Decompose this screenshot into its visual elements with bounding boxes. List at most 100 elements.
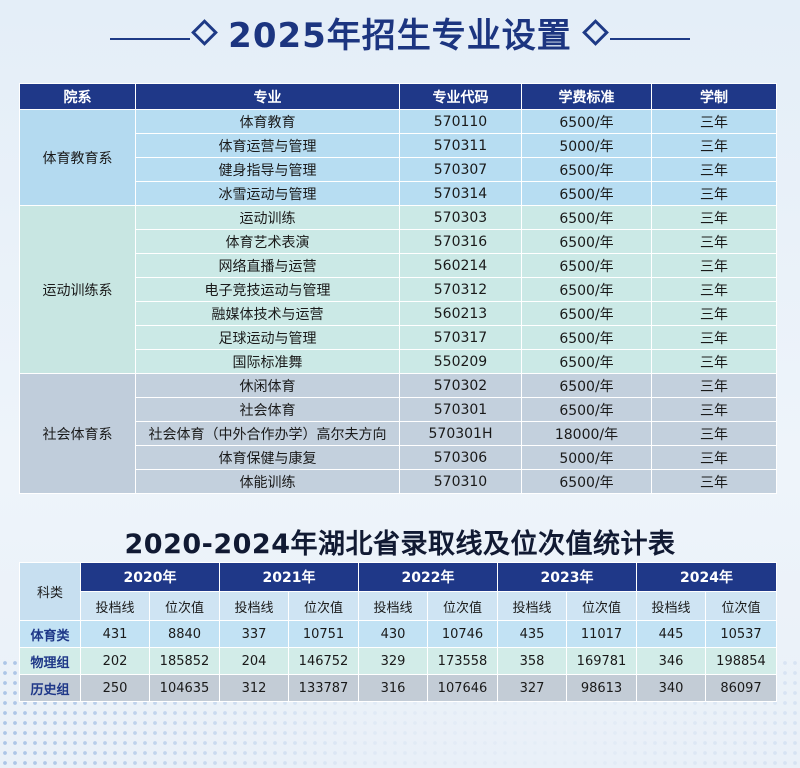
code-cell: 560213 bbox=[399, 301, 522, 326]
score-line-cell: 327 bbox=[497, 674, 567, 702]
header-year: 2020年 bbox=[80, 562, 220, 592]
department-cell: 社会体育系 bbox=[19, 373, 136, 494]
header-category: 科类 bbox=[19, 562, 81, 621]
header-rank: 位次值 bbox=[566, 591, 637, 621]
header-year: 2022年 bbox=[358, 562, 498, 592]
rank-cell: 198854 bbox=[705, 647, 777, 675]
major-cell: 国际标准舞 bbox=[135, 349, 400, 374]
category-cell: 物理组 bbox=[19, 647, 81, 675]
score-line-cell: 337 bbox=[219, 620, 289, 648]
major-cell: 体育教育 bbox=[135, 109, 400, 134]
code-cell: 560214 bbox=[399, 253, 522, 278]
years-cell: 三年 bbox=[651, 229, 777, 254]
major-cell: 网络直播与运营 bbox=[135, 253, 400, 278]
title-rule-left bbox=[110, 38, 190, 40]
score-line-cell: 312 bbox=[219, 674, 289, 702]
years-cell: 三年 bbox=[651, 397, 777, 422]
table-row: 健身指导与管理 570307 6500/年 三年 bbox=[20, 157, 777, 182]
score-line-cell: 430 bbox=[358, 620, 428, 648]
table-row: 社会体育 570301 6500/年 三年 bbox=[20, 397, 777, 422]
fee-cell: 6500/年 bbox=[521, 181, 652, 206]
score-line-cell: 340 bbox=[636, 674, 706, 702]
code-cell: 570312 bbox=[399, 277, 522, 302]
score-line-cell: 250 bbox=[80, 674, 150, 702]
years-cell: 三年 bbox=[651, 109, 777, 134]
rank-cell: 107646 bbox=[427, 674, 498, 702]
table-row: 体育类 431 8840 337 10751 430 10746 435 11017 445 105… bbox=[19, 620, 777, 648]
table-row: 历史组 250 104635 312 133787 316 107646 327 98613 34… bbox=[19, 674, 777, 702]
header-score-line: 投档线 bbox=[219, 591, 289, 621]
rank-cell: 10537 bbox=[705, 620, 777, 648]
code-cell: 570310 bbox=[399, 469, 522, 494]
header-year: 2024年 bbox=[636, 562, 777, 592]
majors-body: 体育教育系 体育教育 570110 6500/年 三年 体育运营与管理 570311 5000… bbox=[19, 109, 777, 494]
page-title: 2025年招生专业设置 bbox=[228, 15, 572, 56]
table-row: 运动训练系 运动训练 570303 6500/年 三年 bbox=[19, 205, 777, 374]
header-score-line: 投档线 bbox=[636, 591, 706, 621]
rank-cell: 104635 bbox=[149, 674, 220, 702]
fee-cell: 6500/年 bbox=[521, 157, 652, 182]
scores-subheader-row: 投档线 位次值 投档线 位次值 投档线 位次值 投档线 位次值 投档线 位次值 bbox=[20, 591, 777, 621]
years-cell: 三年 bbox=[651, 157, 777, 182]
rank-cell: 10746 bbox=[427, 620, 498, 648]
table-row: 足球运动与管理 570317 6500/年 三年 bbox=[20, 325, 777, 350]
years-cell: 三年 bbox=[651, 133, 777, 158]
header-major: 专业 bbox=[135, 83, 400, 110]
rank-cell: 86097 bbox=[705, 674, 777, 702]
years-cell: 三年 bbox=[651, 349, 777, 374]
fee-cell: 6500/年 bbox=[521, 253, 652, 278]
years-cell: 三年 bbox=[651, 205, 777, 230]
years-cell: 三年 bbox=[651, 469, 777, 494]
fee-cell: 6500/年 bbox=[521, 349, 652, 374]
diamond-icon-left bbox=[191, 18, 219, 46]
score-line-cell: 202 bbox=[80, 647, 150, 675]
major-cell: 体能训练 bbox=[135, 469, 400, 494]
fee-cell: 6500/年 bbox=[521, 325, 652, 350]
rank-cell: 173558 bbox=[427, 647, 498, 675]
major-cell: 体育运营与管理 bbox=[135, 133, 400, 158]
years-cell: 三年 bbox=[651, 445, 777, 470]
header-rank: 位次值 bbox=[288, 591, 359, 621]
table-row: 社会体育（中外合作办学）高尔夫方向 570301H 18000/年 三年 bbox=[20, 421, 777, 446]
scores-year-row: 科类 2020年 2021年 2022年 2023年 2024年 bbox=[19, 562, 777, 621]
table-row: 体育艺术表演 570316 6500/年 三年 bbox=[20, 229, 777, 254]
header-rank: 位次值 bbox=[427, 591, 498, 621]
fee-cell: 6500/年 bbox=[521, 397, 652, 422]
title-rule-right bbox=[610, 38, 690, 40]
major-cell: 体育保健与康复 bbox=[135, 445, 400, 470]
rank-cell: 10751 bbox=[288, 620, 359, 648]
major-cell: 社会体育（中外合作办学）高尔夫方向 bbox=[135, 421, 400, 446]
code-cell: 570302 bbox=[399, 373, 522, 398]
department-cell: 运动训练系 bbox=[19, 205, 136, 374]
score-line-cell: 204 bbox=[219, 647, 289, 675]
fee-cell: 18000/年 bbox=[521, 421, 652, 446]
header-score-line: 投档线 bbox=[80, 591, 150, 621]
department-cell: 体育教育系 bbox=[19, 109, 136, 206]
code-cell: 570303 bbox=[399, 205, 522, 230]
major-cell: 电子竞技运动与管理 bbox=[135, 277, 400, 302]
table-row: 体育教育系 体育教育 570110 6500/年 三年 bbox=[19, 109, 777, 206]
rank-cell: 169781 bbox=[566, 647, 637, 675]
rank-cell: 185852 bbox=[149, 647, 220, 675]
fee-cell: 6500/年 bbox=[521, 301, 652, 326]
fee-cell: 6500/年 bbox=[521, 277, 652, 302]
score-line-cell: 435 bbox=[497, 620, 567, 648]
major-cell: 社会体育 bbox=[135, 397, 400, 422]
major-cell: 运动训练 bbox=[135, 205, 400, 230]
fee-cell: 5000/年 bbox=[521, 445, 652, 470]
code-cell: 570311 bbox=[399, 133, 522, 158]
years-cell: 三年 bbox=[651, 301, 777, 326]
header-year: 2021年 bbox=[219, 562, 359, 592]
page-header: 2025年招生专业设置 bbox=[0, 8, 800, 56]
table-row: 体育运营与管理 570311 5000/年 三年 bbox=[20, 133, 777, 158]
major-cell: 体育艺术表演 bbox=[135, 229, 400, 254]
major-cell: 足球运动与管理 bbox=[135, 325, 400, 350]
table-row: 冰雪运动与管理 570314 6500/年 三年 bbox=[20, 181, 777, 206]
header-department: 院系 bbox=[19, 83, 136, 110]
header-years: 学制 bbox=[651, 83, 777, 110]
category-cell: 体育类 bbox=[19, 620, 81, 648]
score-line-cell: 445 bbox=[636, 620, 706, 648]
fee-cell: 5000/年 bbox=[521, 133, 652, 158]
fee-cell: 6500/年 bbox=[521, 373, 652, 398]
score-line-cell: 358 bbox=[497, 647, 567, 675]
